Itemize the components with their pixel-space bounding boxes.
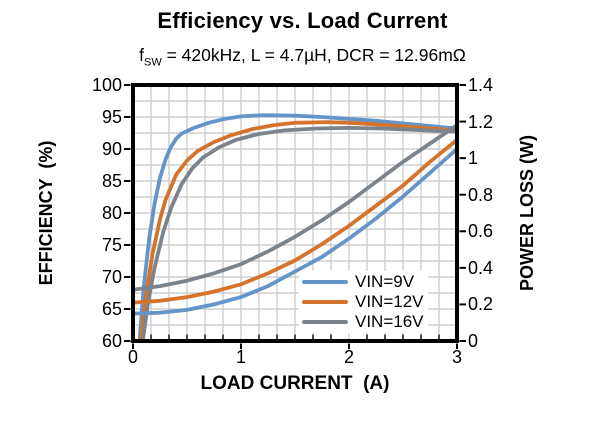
- legend: VIN=9V VIN=12V VIN=16V: [299, 271, 428, 333]
- y-right-tick-label: 1: [468, 148, 479, 169]
- plot-frame: [131, 83, 459, 343]
- legend-label: VIN=9V: [355, 272, 415, 291]
- y-right-tick-label: 1.2: [468, 111, 494, 132]
- y-right-tick-label: 0.2: [468, 294, 494, 315]
- x-axis-label: LOAD CURRENT (A): [200, 373, 390, 394]
- series-vin-16v-efficiency: [140, 126, 459, 343]
- subtitle-prefix: f: [139, 45, 144, 65]
- x-tick-label: 3: [451, 347, 462, 367]
- y-right-tick-label: 0.4: [468, 257, 494, 278]
- series-vin-9v-efficiency: [137, 113, 459, 343]
- y-left-tick-label: 95: [101, 107, 122, 127]
- x-tick-label: 0: [127, 347, 138, 367]
- chart-subtitle: fSW = 420kHz, L = 4.7µH, DCR = 12.96mΩ: [0, 45, 605, 69]
- legend-row: VIN=16V: [302, 312, 424, 332]
- legend-row: VIN=9V: [302, 272, 424, 292]
- y-right-tick-label: 0: [468, 331, 479, 351]
- legend-line-swatch: [302, 280, 348, 284]
- y-axis-label-right: POWER LOSS (W): [517, 135, 537, 291]
- series-vin-12v-power-loss: [131, 137, 459, 305]
- y-left-tick-label: 60: [101, 331, 122, 351]
- y-axis-label-left: EFFICIENCY (%): [36, 140, 56, 286]
- y-left-tick-label: 100: [91, 75, 122, 95]
- x-tick-label: 1: [235, 347, 246, 367]
- y-right-tick-label: 0.8: [468, 184, 494, 205]
- legend-line-swatch: [302, 300, 348, 304]
- y-left-tick-label: 80: [101, 203, 122, 223]
- y-left-tick-label: 90: [101, 139, 122, 159]
- legend-line-swatch: [302, 320, 348, 324]
- y-left-tick-label: 65: [101, 299, 122, 319]
- x-tick-label: 2: [343, 347, 354, 367]
- y-left-tick-label: 85: [101, 171, 122, 191]
- legend-row: VIN=12V: [302, 292, 424, 312]
- y-left-tick-label: 70: [101, 267, 122, 287]
- series-vin-9v-power-loss: [131, 147, 459, 316]
- legend-label: VIN=16V: [355, 312, 424, 331]
- series-vin-16v-power-loss: [131, 123, 459, 292]
- subtitle-subscript: SW: [144, 56, 162, 69]
- series-vin-12v-efficiency: [138, 120, 459, 343]
- y-left-tick-label: 75: [101, 235, 122, 255]
- y-right-tick-label: 0.6: [468, 221, 494, 242]
- subtitle-text: = 420kHz, L = 4.7µH, DCR = 12.96mΩ: [161, 45, 466, 65]
- legend-label: VIN=12V: [355, 292, 424, 311]
- y-right-tick-label: 1.4: [468, 75, 494, 95]
- chart-title: Efficiency vs. Load Current: [157, 8, 448, 33]
